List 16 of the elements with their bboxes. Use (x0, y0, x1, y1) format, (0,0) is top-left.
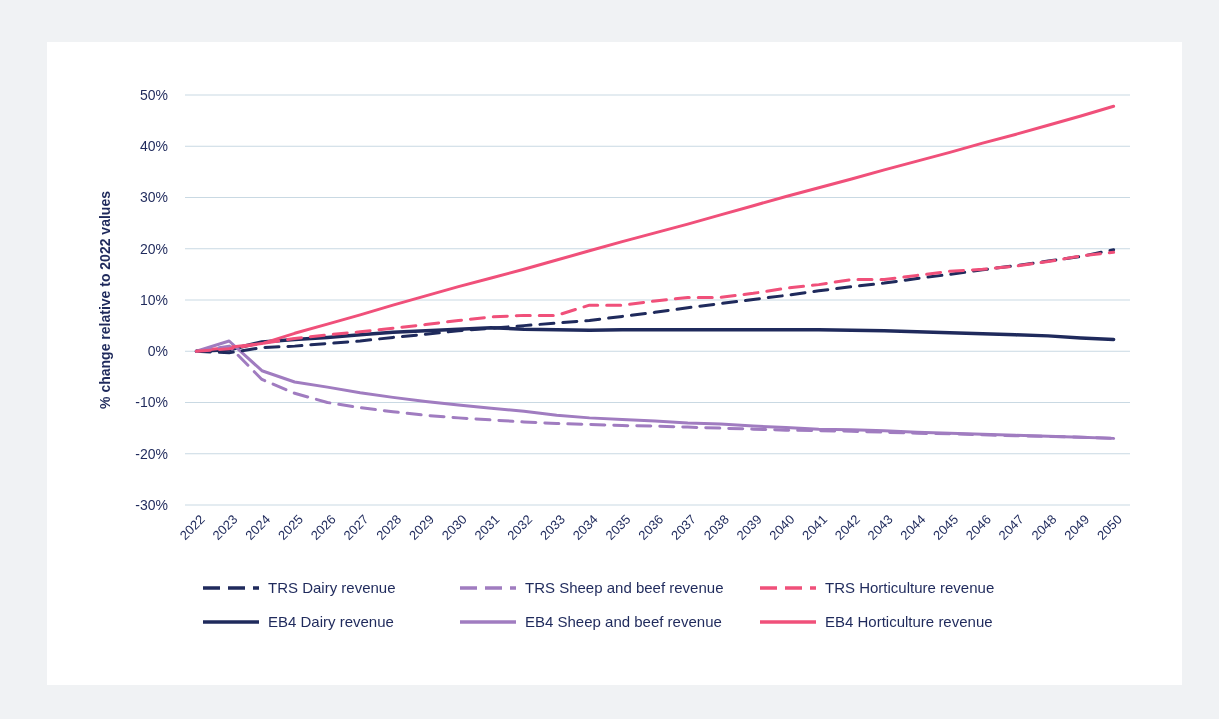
y-tick-label: 30% (139, 189, 168, 206)
legend-label: EB4 Horticulture revenue (825, 613, 993, 631)
y-tick-label: 10% (139, 291, 168, 308)
legend-label: EB4 Sheep and beef revenue (525, 613, 722, 631)
y-axis-title: % change relative to 2022 values (97, 190, 113, 409)
legend-label: TRS Sheep and beef revenue (525, 579, 724, 597)
legend-label: TRS Horticulture revenue (825, 579, 995, 597)
legend-label: EB4 Dairy revenue (268, 613, 394, 631)
legend-label: TRS Dairy revenue (268, 579, 396, 597)
y-tick-label: 20% (139, 240, 168, 257)
y-tick-label: -20% (135, 445, 168, 462)
y-tick-label: -30% (135, 496, 168, 513)
y-tick-label: 40% (139, 138, 168, 155)
y-tick-label: -10% (135, 394, 168, 411)
y-tick-label: 50% (139, 86, 168, 103)
y-tick-label: 0% (147, 343, 168, 360)
